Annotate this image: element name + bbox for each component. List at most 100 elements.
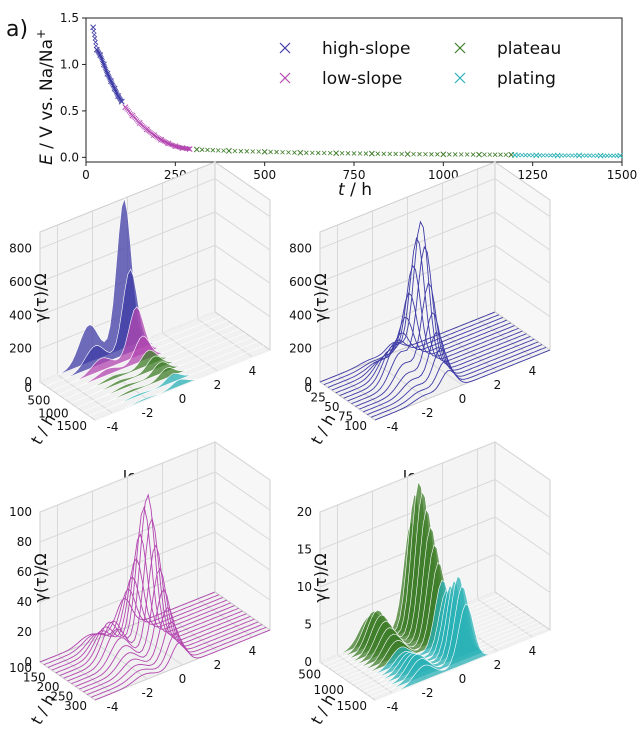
x-tick-label: -4 <box>387 700 399 714</box>
trail-stroke <box>357 151 363 156</box>
traces <box>319 480 551 701</box>
data-point-marker <box>225 147 232 154</box>
trail-stroke <box>601 153 607 158</box>
trail-stroke <box>157 136 163 142</box>
trail-stroke <box>551 153 557 158</box>
grid-line <box>39 244 271 316</box>
x-label-text: / h <box>345 180 372 200</box>
t-tick-label: 200 <box>37 680 60 694</box>
y-label-text: / V vs. Na/Na <box>37 39 57 154</box>
trail-stroke <box>562 153 568 158</box>
x-tick-label: 750 <box>343 168 366 182</box>
x-tick-label: -4 <box>387 420 399 434</box>
trail-stroke <box>315 150 321 156</box>
trail-stroke <box>569 153 575 158</box>
t-tick-label: 25 <box>310 391 325 405</box>
x-tick-label: 2 <box>494 658 502 672</box>
trace-line <box>347 220 523 402</box>
trail-stroke <box>199 147 205 152</box>
panel-a: a) 0.00.51.01.5 0 250 500 750 1000 1250 1500 E… <box>6 11 637 200</box>
trail-stroke <box>181 145 186 151</box>
grid-line <box>319 244 551 316</box>
panel-a-x-label: t / h <box>338 180 372 200</box>
z-tick-label: 800 <box>9 242 32 256</box>
trail-stroke <box>530 152 535 158</box>
trail-stroke <box>604 153 610 158</box>
t-tick-label: 100 <box>344 419 367 433</box>
x-tick-label: 2 <box>214 378 222 392</box>
trail-stroke <box>163 139 169 145</box>
z-axis-label: γ(τ)/Ω <box>31 553 50 602</box>
x-tick-label: 2 <box>214 658 222 672</box>
legend-marker <box>279 72 291 84</box>
marker-stroke <box>108 78 114 85</box>
trail-stroke <box>98 54 104 59</box>
trail-stroke <box>375 151 381 156</box>
trail-stroke <box>186 146 191 152</box>
trail-stroke <box>429 152 434 157</box>
z-tick-label: 600 <box>289 275 312 289</box>
x-ticks: -4 -2 0 2 4 <box>387 364 537 434</box>
trace-line <box>323 314 500 386</box>
t-tick-label: 75 <box>338 410 353 424</box>
trail-stroke <box>417 151 422 157</box>
trail-stroke <box>492 152 498 157</box>
trail-stroke <box>99 55 104 61</box>
pane-grid <box>318 161 552 421</box>
z-ticks: 0 5 10 15 20 <box>297 505 312 669</box>
trace-line <box>83 606 259 693</box>
x-tick-label: 0 <box>459 672 467 686</box>
z-tick-label: 0 <box>304 375 312 389</box>
trail-stroke <box>580 153 585 158</box>
trail-stroke <box>381 151 387 157</box>
trail-stroke <box>304 150 309 156</box>
trace-line <box>55 533 231 674</box>
marker-stroke <box>193 146 200 153</box>
z-tick-label: 200 <box>9 342 32 356</box>
trail-stroke <box>174 144 179 149</box>
trail-stroke <box>115 92 120 98</box>
marker-stroke <box>440 151 447 158</box>
traces <box>319 220 551 421</box>
trail-stroke <box>232 148 238 154</box>
x-tick-label: 0 <box>179 392 187 406</box>
z-tick-label: 20 <box>297 505 312 519</box>
legend-label: plating <box>497 69 556 89</box>
data-point-marker <box>186 146 193 152</box>
trail-stroke <box>210 147 216 153</box>
marker-stroke <box>225 147 232 154</box>
trail-stroke <box>345 151 351 156</box>
trace-area <box>94 349 271 421</box>
t-tick-label: 100 <box>9 661 32 675</box>
trace-line <box>339 264 515 397</box>
x-tick-label: -4 <box>107 420 119 434</box>
z-axis-label: γ(τ)/Ω <box>311 273 330 322</box>
trail-stroke <box>583 153 589 158</box>
trail-stroke <box>608 153 613 158</box>
trail-stroke <box>113 88 119 94</box>
x-ticks: -4 -2 0 2 4 <box>387 644 537 714</box>
trail-stroke <box>111 83 116 89</box>
trace-line <box>75 567 251 687</box>
trace-line <box>43 588 220 666</box>
trail-stroke <box>587 153 593 158</box>
trail-stroke <box>339 150 345 156</box>
trail-stroke <box>286 150 291 155</box>
trail-stroke <box>435 152 440 157</box>
trail-stroke <box>103 66 108 72</box>
trail-stroke <box>169 142 175 148</box>
t-tick-label: 500 <box>27 394 50 408</box>
panel-d: d) 020406080100100150200250300-4-2024γ(τ… <box>9 441 272 728</box>
x-ticks: -4 -2 0 2 4 <box>107 364 257 434</box>
trail-stroke <box>458 152 464 157</box>
trail-stroke <box>526 152 532 158</box>
traces <box>39 197 271 421</box>
trail-stroke <box>93 39 98 45</box>
z-ticks: 0 200 400 600 800 <box>289 242 312 389</box>
z-tick-label: 600 <box>9 275 32 289</box>
pane-grid <box>38 441 272 701</box>
t-axis-label: t / h <box>307 411 339 448</box>
